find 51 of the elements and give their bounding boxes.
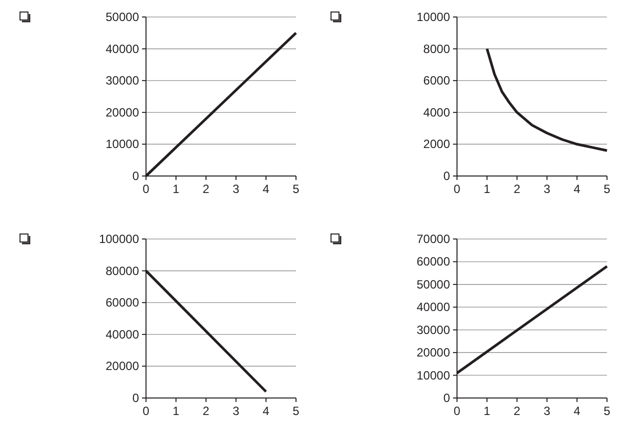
x-tick-label: 2 [202,404,210,418]
y-tick-label: 60000 [106,296,140,310]
y-tick-label: 40000 [106,42,140,56]
x-tick-label: 4 [262,404,270,418]
x-tick-label: 5 [292,182,300,196]
y-tick-label: 10000 [416,368,450,382]
x-tick-label: 0 [454,182,461,196]
y-tick-label: 70000 [416,232,450,246]
x-tick-label: 0 [142,182,150,196]
y-tick-label: 30000 [106,74,140,88]
x-tick-label: 4 [262,182,270,196]
y-tick-label: 10000 [416,10,450,24]
y-tick-label: 0 [132,169,140,183]
y-tick-label: 20000 [106,359,140,374]
y-tick-label: 30000 [416,322,450,337]
x-tick-label: 2 [514,404,521,418]
y-tick-label: 60000 [416,254,450,269]
y-tick-label: 20000 [106,105,140,120]
y-tick-label: 8000 [423,42,450,56]
y-tick-label: 2000 [423,137,450,152]
y-tick-label: 4000 [423,105,450,120]
x-tick-label: 0 [142,404,150,418]
x-tick-label: 5 [292,404,300,418]
x-tick-label: 2 [514,182,521,196]
x-tick-label: 4 [574,182,581,196]
x-tick-label: 1 [172,182,180,196]
x-tick-label: 2 [202,182,210,196]
y-tick-label: 80000 [106,264,140,278]
x-tick-label: 3 [544,182,551,196]
y-tick-label: 40000 [106,327,140,342]
x-tick-label: 0 [454,404,461,418]
x-tick-label: 3 [544,404,551,418]
x-tick-label: 3 [232,404,240,418]
y-tick-label: 50000 [416,277,450,292]
x-tick-label: 5 [604,404,611,418]
y-tick-label: 0 [443,391,450,405]
y-tick-label: 40000 [416,300,450,314]
y-tick-label: 6000 [423,74,450,88]
x-tick-label: 1 [484,182,491,196]
y-tick-label: 0 [443,169,450,183]
y-tick-label: 0 [132,391,140,405]
y-tick-label: 10000 [106,137,140,152]
x-tick-label: 3 [232,182,240,196]
line-series [486,48,608,152]
x-tick-label: 5 [604,182,611,196]
x-tick-label: 1 [484,404,491,418]
x-tick-label: 1 [172,404,180,418]
y-tick-label: 20000 [416,346,450,360]
y-tick-label: 50000 [106,10,140,24]
x-tick-label: 4 [574,404,581,418]
y-tick-label: 100000 [98,232,140,246]
